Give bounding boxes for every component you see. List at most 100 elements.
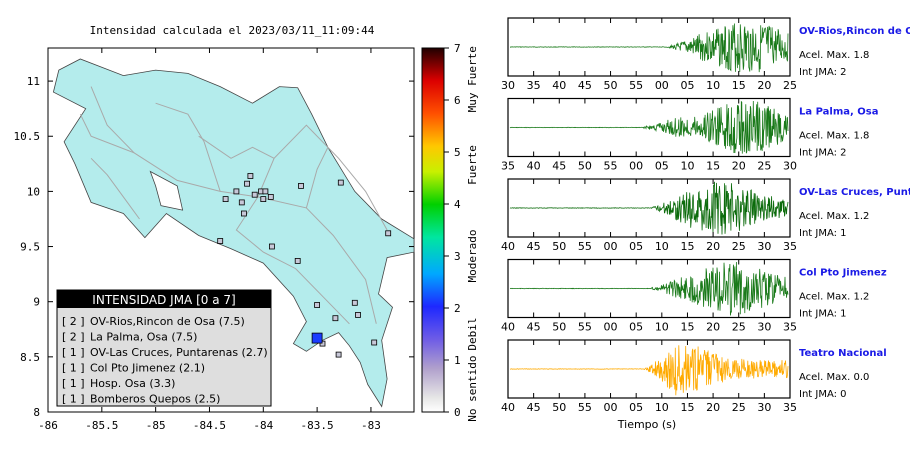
trace-tick-label: 40 [501, 321, 515, 334]
trace-int-jma: Int JMA: 0 [799, 389, 847, 400]
trace-tick-label: 30 [757, 401, 771, 414]
trace-signal [509, 181, 789, 235]
colorbar-tick-label: 0 [454, 406, 461, 419]
trace-acel-max: Acel. Max. 1.2 [799, 211, 869, 222]
intensity-map-panel: Intensidad calculada el 2023/03/11_11:09… [14, 24, 480, 432]
trace-acel-max: Acel. Max. 0.0 [799, 372, 869, 383]
colorbar-level-labels: No sentido Debil Moderado Fuerte Muy Fuerte [466, 46, 479, 422]
waveform-trace: 35 40 45 50 55 00 05 10 15 20 25 30 La Palma, Osa Ace… [501, 97, 879, 173]
trace-tick-label: 15 [732, 79, 746, 92]
road-2 [155, 102, 221, 192]
trace-tick-label: 35 [501, 160, 515, 173]
y-tick-label: 10.5 [14, 130, 41, 143]
trace-tick-label: 10 [655, 240, 669, 253]
x-tick-label: -85 [146, 419, 166, 432]
road-1 [257, 124, 388, 231]
trace-tick-label: 05 [680, 79, 694, 92]
trace-tick-label: 25 [732, 401, 746, 414]
trace-tick-label: 45 [552, 160, 566, 173]
colorbar-level-label: Moderado [466, 230, 479, 283]
colorbar-ticks: 0 1 2 3 4 5 6 7 [444, 42, 461, 419]
y-tick-label: 8 [33, 406, 40, 419]
trace-tick-label: 00 [604, 240, 618, 253]
station-marker [335, 351, 342, 358]
station-marker [355, 311, 361, 318]
colorbar-tick-label: 4 [454, 198, 461, 211]
trace-tick-label: 45 [527, 240, 541, 253]
station-marker [371, 339, 378, 346]
trace-tick-label: 10 [655, 321, 669, 334]
trace-tick-label: 25 [757, 160, 771, 173]
trace-tick-label: 40 [552, 79, 566, 92]
trace-tick-label: 20 [706, 321, 720, 334]
trace-int-jma: Int JMA: 2 [799, 67, 847, 78]
colorbar-tick-label: 7 [454, 42, 461, 55]
y-tick-label: 9.5 [20, 241, 40, 254]
trace-acel-max: Acel. Max. 1.2 [799, 292, 869, 303]
station-marker [233, 188, 240, 195]
trace-tick-label: 05 [629, 401, 643, 414]
map-x-axis: -86 -85.5 -85 -84.5 -84 -83.5 -83 [38, 48, 381, 432]
legend-row-label: Col Pto Jimenez (2.1) [90, 362, 205, 375]
station-marker [262, 188, 269, 195]
y-tick-label: 10 [27, 185, 40, 198]
waveform-trace: 40 45 50 55 00 05 10 15 20 25 30 35 OV-Las Cruces, P… [501, 178, 910, 253]
station-marker [268, 243, 275, 250]
trace-tick-label: 50 [604, 79, 618, 92]
trace-tick-label: 55 [578, 321, 592, 334]
station-marker [251, 191, 258, 198]
trace-tick-label: 10 [680, 160, 694, 173]
legend-row-intensity: [ 1 ] [62, 393, 85, 406]
x-tick-label: -86 [38, 419, 58, 432]
trace-tick-label: 50 [578, 160, 592, 173]
trace-tick-label: 55 [578, 240, 592, 253]
colorbar-tick-label: 5 [454, 146, 461, 159]
colorbar-level-label: Fuerte [466, 145, 479, 185]
gulf-of-nicoya [149, 170, 184, 211]
y-tick-label: 8.5 [20, 351, 40, 364]
trace-station-name: OV-Las Cruces, Puntarenas [799, 187, 910, 198]
trace-tick-label: 10 [706, 79, 720, 92]
trace-tick-label: 45 [527, 401, 541, 414]
road-network [79, 86, 388, 325]
legend-row-intensity: [ 1 ] [62, 362, 85, 375]
trace-tick-label: 00 [655, 79, 669, 92]
trace-tick-label: 55 [629, 79, 643, 92]
trace-tick-label: 05 [629, 321, 643, 334]
trace-tick-label: 30 [783, 160, 797, 173]
trace-tick-label: 35 [783, 401, 797, 414]
road-5 [198, 135, 275, 159]
legend-row-intensity: [ 2 ] [62, 315, 85, 328]
trace-station-name: La Palma, Osa [799, 107, 879, 118]
legend-row-label: La Palma, Osa (7.5) [90, 331, 197, 344]
station-marker [267, 193, 274, 200]
trace-tick-label: 55 [578, 401, 592, 414]
station-marker [298, 182, 304, 189]
waveform-trace: 40 45 50 55 00 05 10 15 20 25 30 35 Teatro Nacional A… [501, 339, 887, 414]
trace-tick-label: 30 [501, 79, 515, 92]
trace-tick-label: 00 [629, 160, 643, 173]
trace-tick-label: 45 [578, 79, 592, 92]
trace-tick-label: 35 [527, 79, 541, 92]
trace-station-name: Col Pto Jimenez [799, 268, 887, 279]
colorbar-tick-label: 6 [454, 94, 461, 107]
trace-tick-label: 15 [706, 160, 720, 173]
trace-tick-label: 30 [757, 240, 771, 253]
station-marker [314, 302, 321, 308]
legend-header: INTENSIDAD JMA [0 a 7] [92, 293, 235, 307]
colorbar-level-label: Debil [466, 317, 479, 350]
trace-tick-label: 30 [757, 321, 771, 334]
trace-tick-label: 55 [604, 160, 618, 173]
trace-tick-label: 15 [680, 240, 694, 253]
trace-acel-max: Acel. Max. 1.8 [799, 131, 869, 142]
trace-tick-label: 00 [604, 401, 618, 414]
trace-tick-label: 15 [680, 321, 694, 334]
trace-station-name: Teatro Nacional [799, 348, 887, 359]
road-6 [79, 113, 135, 154]
legend-box [56, 289, 272, 407]
trace-tick-label: 50 [552, 240, 566, 253]
trace-station-name: OV-Rios,Rincon de Osa [799, 26, 910, 37]
road-3 [90, 157, 140, 220]
colorbar-tick-label: 1 [454, 354, 461, 367]
station-marker [247, 173, 254, 179]
